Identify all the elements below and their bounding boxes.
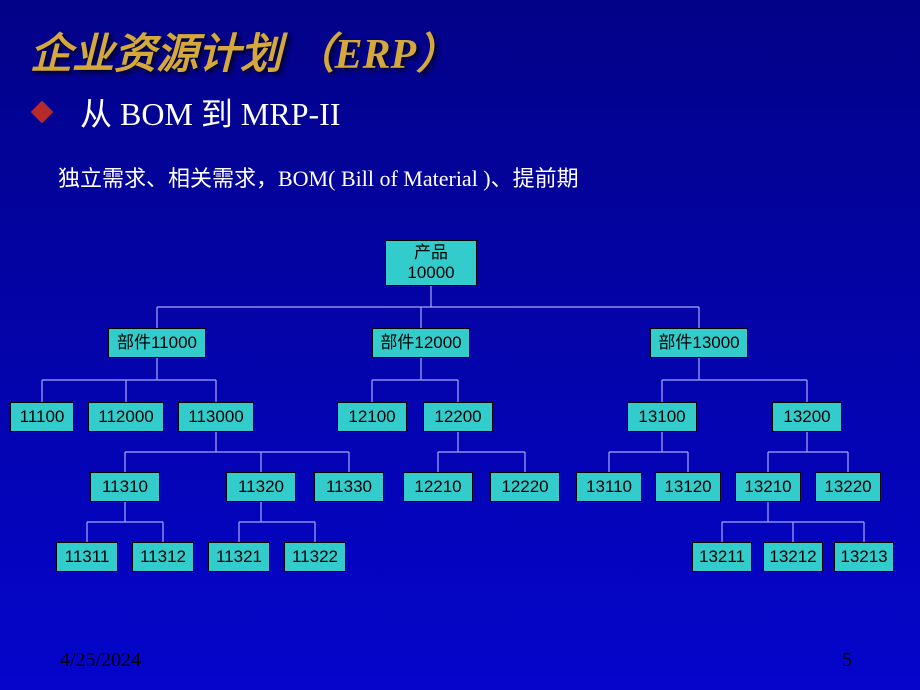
tree-node-c4: 12100 — [337, 402, 407, 432]
tree-node-d6: 13110 — [576, 472, 642, 502]
subtitle-row: 从 BOM 到 MRP-II — [0, 81, 920, 135]
tree-node-d5: 12220 — [490, 472, 560, 502]
tree-node-d2: 11320 — [226, 472, 296, 502]
footer-date: 4/25/2024 — [60, 649, 141, 672]
tree-node-c5: 12200 — [423, 402, 493, 432]
tree-node-d1: 11310 — [90, 472, 160, 502]
tree-node-e3: 11321 — [208, 542, 270, 572]
tree-node-root: 产品10000 — [385, 240, 477, 286]
tree-node-e5: 13211 — [692, 542, 752, 572]
diamond-bullet-icon — [31, 101, 54, 124]
tree-node-e2: 11312 — [132, 542, 194, 572]
slide-title: 企业资源计划 （ERP） — [0, 0, 920, 81]
tree-node-c1: 11100 — [10, 402, 74, 432]
tree-node-b13: 部件13000 — [650, 328, 748, 358]
tree-node-d9: 13220 — [815, 472, 881, 502]
tree-node-e4: 11322 — [284, 542, 346, 572]
tree-node-b12: 部件12000 — [372, 328, 470, 358]
tree-node-c7: 13200 — [772, 402, 842, 432]
tree-node-b11: 部件11000 — [108, 328, 206, 358]
tree-node-d3: 11330 — [314, 472, 384, 502]
bom-tree-diagram: 产品10000 部件11000 部件12000 部件13000 11100 112000 1… — [10, 240, 920, 640]
description-text: 独立需求、相关需求，BOM( Bill of Material )、提前期 — [0, 135, 920, 193]
tree-node-d4: 12210 — [403, 472, 473, 502]
tree-node-e6: 13212 — [763, 542, 823, 572]
tree-node-c6: 13100 — [627, 402, 697, 432]
tree-node-c2: 112000 — [88, 402, 164, 432]
tree-node-d8: 13210 — [735, 472, 801, 502]
footer-page-number: 5 — [842, 649, 852, 672]
tree-node-e7: 13213 — [834, 542, 894, 572]
tree-node-d7: 13120 — [655, 472, 721, 502]
tree-node-e1: 11311 — [56, 542, 118, 572]
tree-connectors — [10, 240, 920, 640]
tree-node-c3: 113000 — [178, 402, 254, 432]
subtitle-text: 从 BOM 到 MRP-II — [80, 89, 340, 135]
